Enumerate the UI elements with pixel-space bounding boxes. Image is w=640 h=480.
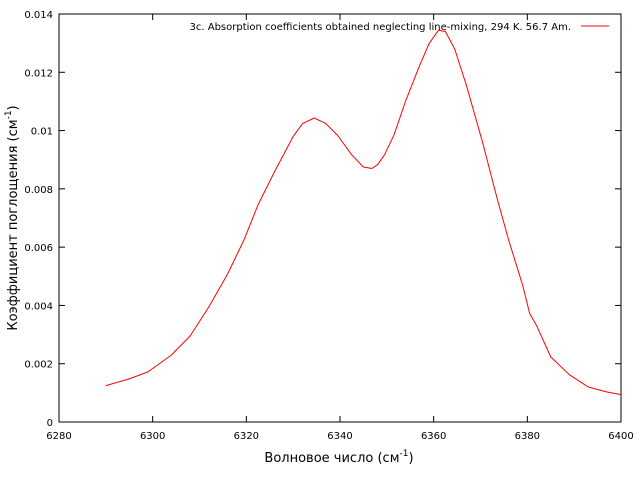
x-tick-label: 6400 — [608, 431, 633, 442]
x-tick-label: 6340 — [327, 431, 352, 442]
y-tick-label: 0.006 — [24, 243, 53, 254]
y-tick-label: 0.014 — [24, 10, 53, 21]
x-tick-label: 6320 — [234, 431, 259, 442]
y-tick-label: 0.012 — [24, 68, 53, 79]
axis-ticks — [58, 13, 622, 423]
y-tick-label: 0.008 — [24, 185, 53, 196]
y-axis-label: Коэффициент поглощения (см-1) — [4, 105, 21, 330]
x-tick-label: 6300 — [140, 431, 165, 442]
series-line — [105, 29, 622, 396]
x-tick-label: 6380 — [515, 431, 540, 442]
x-tick-label: 6360 — [421, 431, 446, 442]
y-tick-label: 0.004 — [24, 301, 53, 312]
y-tick-label: 0 — [47, 418, 53, 429]
x-axis-label: Волновое число (см-1) — [264, 449, 413, 466]
plot-frame — [58, 13, 622, 423]
legend-label: 3c. Absorption coefficients obtained neg… — [190, 22, 571, 33]
y-tick-label: 0.01 — [31, 127, 53, 138]
x-tick-label: 6280 — [46, 431, 71, 442]
y-tick-label: 0.002 — [24, 360, 53, 371]
series-group — [105, 29, 622, 396]
axis-tick-labels: 6280 6300 6320 6340 6360 6380 6400 0 0.002 0.004 0… — [24, 10, 633, 442]
